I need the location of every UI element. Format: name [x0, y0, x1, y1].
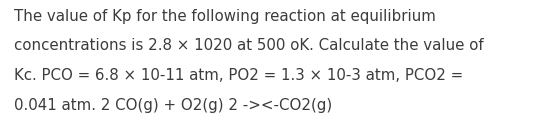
Text: 0.041 atm. 2 CO(g) + O2(g) 2 -><-CO2(g): 0.041 atm. 2 CO(g) + O2(g) 2 -><-CO2(g)	[14, 98, 332, 113]
Text: concentrations is 2.8 × 1020 at 500 oK. Calculate the value of: concentrations is 2.8 × 1020 at 500 oK. …	[14, 38, 484, 53]
Text: The value of Kp for the following reaction at equilibrium: The value of Kp for the following reacti…	[14, 9, 436, 24]
Text: Kc. PCO = 6.8 × 10-11 atm, PO2 = 1.3 × 10-3 atm, PCO2 =: Kc. PCO = 6.8 × 10-11 atm, PO2 = 1.3 × 1…	[14, 68, 463, 83]
